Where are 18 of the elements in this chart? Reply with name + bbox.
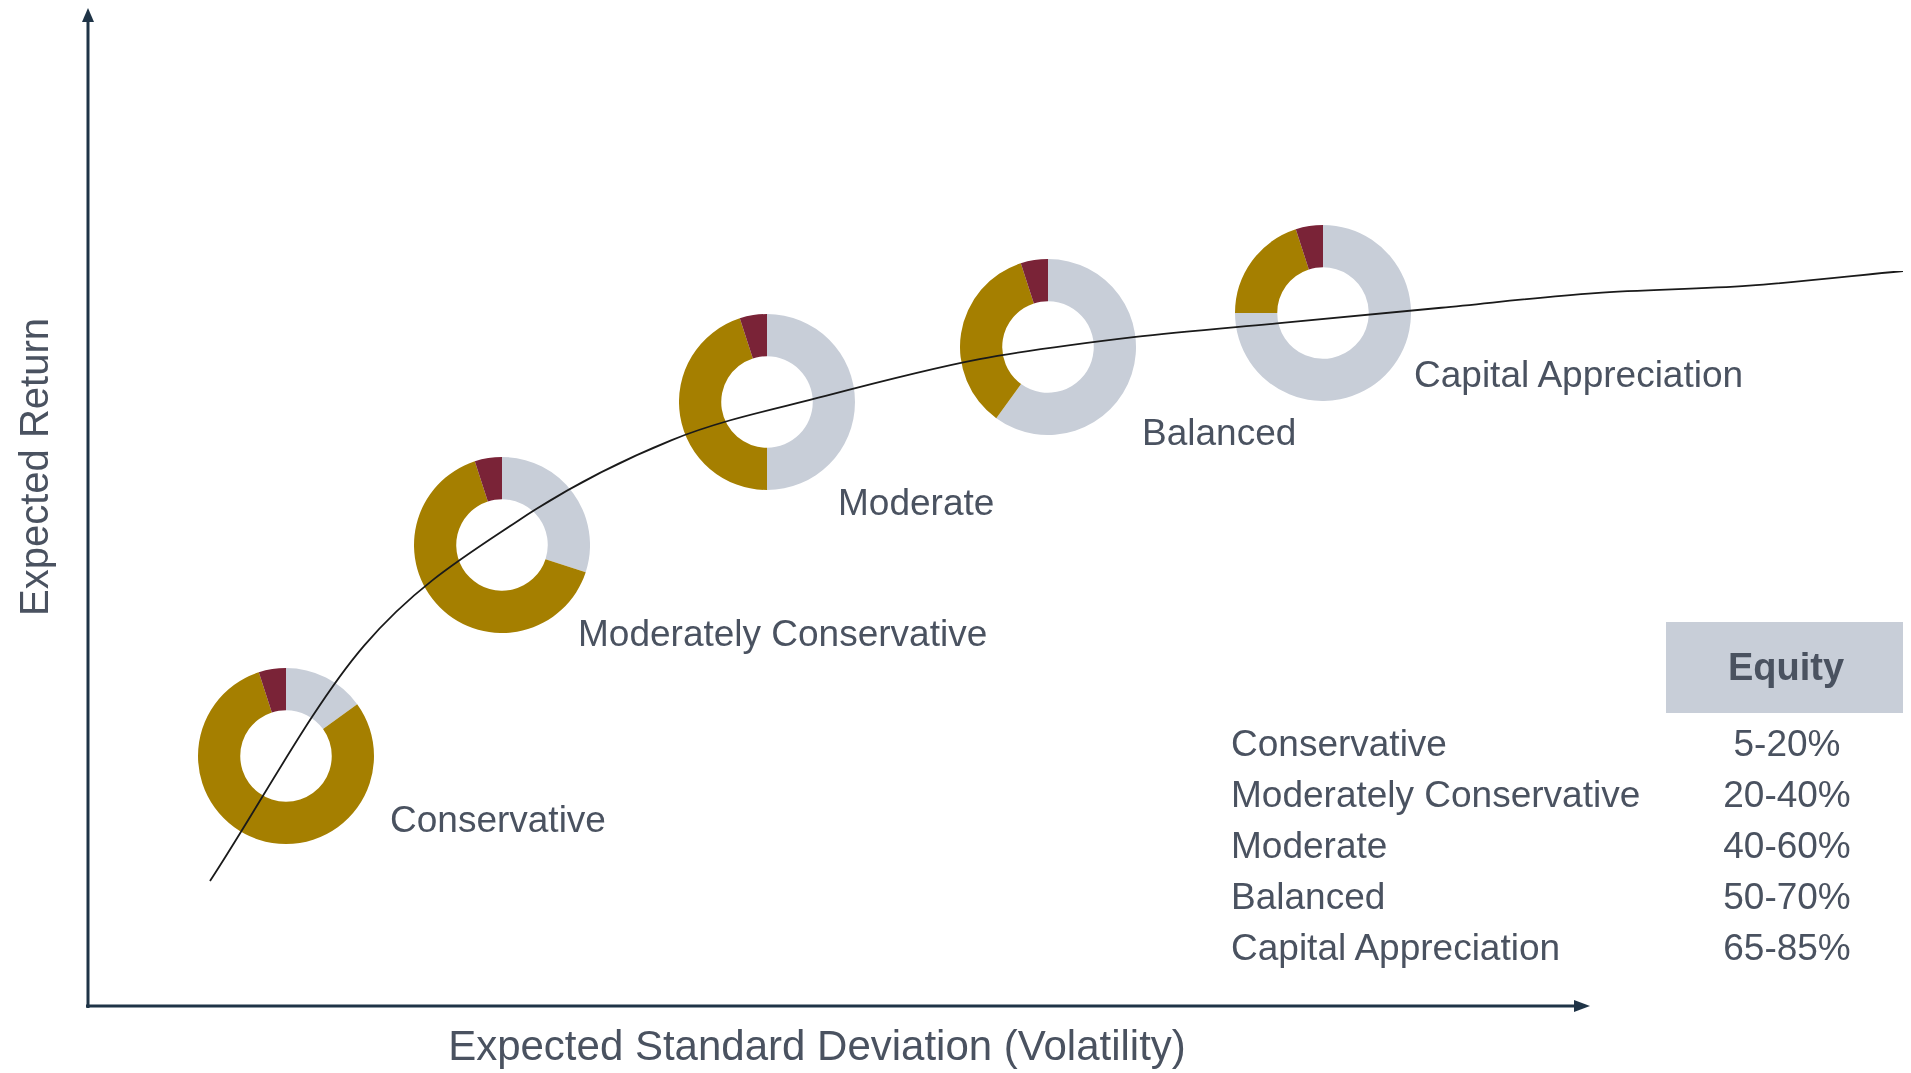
text: 5-20% xyxy=(1733,723,1841,764)
text: 50-70% xyxy=(1723,876,1851,917)
text: 65-85% xyxy=(1723,927,1851,968)
annotation: Moderately Conservative xyxy=(578,613,988,655)
category-label: Balanced xyxy=(1231,876,1386,918)
annotation: Conservative xyxy=(390,799,606,841)
annotation: Moderate xyxy=(838,482,995,524)
y-axis-title: Expected Return xyxy=(11,318,57,616)
text: Equity xyxy=(1666,622,1906,713)
text: 40-60% xyxy=(1723,825,1851,866)
x-axis-title: Expected Standard Deviation (Volatility) xyxy=(448,1022,1186,1070)
category-label: Conservative xyxy=(1231,723,1447,765)
annotation: Balanced xyxy=(1142,412,1297,454)
category-label: Moderate xyxy=(1231,825,1388,867)
category-label: Moderately Conservative xyxy=(1231,774,1641,816)
category-label: Capital Appreciation xyxy=(1231,927,1561,969)
text: 20-40% xyxy=(1723,774,1851,815)
annotation: Capital Appreciation xyxy=(1414,354,1744,396)
